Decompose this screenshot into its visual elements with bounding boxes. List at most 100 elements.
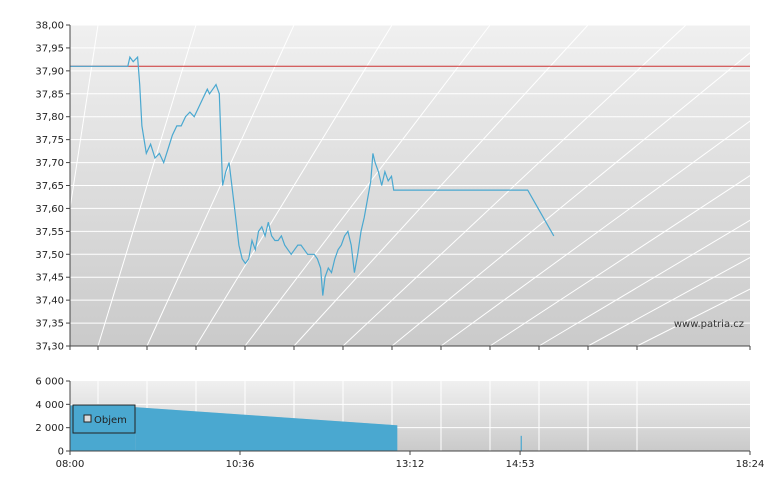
volume-bar [356, 422, 359, 451]
volume-bar [197, 411, 199, 451]
volume-bar [280, 417, 282, 451]
volume-bar [314, 419, 316, 451]
volume-bar [188, 410, 191, 451]
volume-bar [302, 418, 304, 451]
x-tick-label: 10:36 [226, 459, 255, 470]
volume-bar [374, 423, 376, 451]
volume-bar [359, 422, 362, 451]
volume-bar [379, 424, 381, 451]
volume-bar [233, 414, 235, 451]
x-tick-label: 08:00 [56, 459, 85, 470]
volume-bar [217, 412, 219, 451]
x-tick-label: 14:53 [506, 459, 535, 470]
volume-bar [269, 416, 271, 451]
volume-bar [309, 419, 312, 451]
volume-bar [235, 414, 238, 451]
volume-bar [281, 417, 283, 451]
price-y-tick-label: 37,95 [35, 43, 64, 54]
volume-bar [248, 415, 251, 451]
volume-bar [376, 423, 378, 451]
volume-bar [344, 421, 347, 451]
volume-bar [383, 424, 386, 451]
volume-chart: 6 000 4 000 2 000 0 Objem [35, 377, 750, 458]
volume-bar [341, 421, 343, 451]
volume-bar [237, 414, 240, 451]
volume-bar [183, 410, 185, 451]
volume-bar [244, 414, 246, 451]
price-y-tick-label: 37,70 [35, 158, 64, 169]
volume-bar [321, 420, 324, 451]
volume-bar [282, 417, 284, 451]
volume-y-tick-label: 2 000 [35, 423, 64, 434]
volume-bar [70, 405, 136, 451]
volume-bar [284, 417, 287, 451]
volume-bar [320, 420, 323, 451]
volume-bar [143, 407, 145, 451]
volume-bar [365, 423, 367, 451]
volume-bar [388, 424, 390, 451]
volume-bar [182, 410, 184, 451]
volume-bar [221, 413, 223, 451]
volume-bar [294, 418, 296, 451]
volume-bar [268, 416, 270, 451]
volume-bar [325, 420, 327, 451]
volume-bar [262, 416, 265, 451]
volume-bar [315, 419, 317, 451]
volume-bar [253, 415, 255, 451]
volume-bar [381, 424, 384, 451]
volume-bar [194, 411, 196, 451]
volume-bar [297, 418, 300, 451]
volume-bar [151, 408, 154, 451]
volume-bar [234, 414, 237, 451]
legend-frame [72, 404, 136, 434]
volume-bar [249, 415, 252, 451]
volume-bar [180, 410, 182, 451]
volume-bar [362, 422, 364, 451]
volume-bar [261, 415, 264, 451]
volume-bar [308, 419, 311, 451]
volume-bar [224, 413, 227, 451]
price-y-tick-label: 37,60 [35, 204, 64, 215]
volume-bar [286, 417, 289, 451]
volume-bar [338, 421, 340, 451]
volume-bar [161, 409, 164, 451]
volume-bar [316, 419, 318, 451]
volume-bar [271, 416, 274, 451]
volume-bar [209, 412, 211, 451]
watermark: www.patria.cz [674, 319, 744, 330]
volume-bar [375, 423, 377, 451]
price-y-tick-label: 37,85 [35, 89, 64, 100]
volume-bar [189, 411, 192, 451]
volume-bar [332, 420, 335, 451]
volume-bar [181, 410, 183, 451]
volume-bar [377, 423, 379, 451]
volume-bar [319, 419, 322, 451]
volume-bar [389, 424, 391, 451]
volume-bar [299, 418, 302, 451]
volume-bar [367, 423, 369, 451]
volume-bar [313, 419, 315, 451]
volume-bar [394, 425, 397, 451]
volume-bar [317, 419, 319, 451]
volume-bar [342, 421, 344, 451]
volume-bar [357, 422, 360, 451]
volume-bar [171, 409, 173, 451]
volume-bar [378, 424, 380, 451]
volume-bar [229, 413, 231, 451]
volume-bar [327, 420, 329, 451]
volume-bar [255, 415, 257, 451]
volume-bar [156, 408, 158, 451]
volume-bar [275, 416, 278, 451]
volume-bar [168, 409, 170, 451]
volume-bar [372, 423, 375, 451]
volume-bar [254, 415, 256, 451]
price-y-tick-label: 37,55 [35, 227, 64, 238]
volume-bar [149, 408, 152, 451]
volume-bar [219, 413, 221, 451]
volume-bar [174, 409, 177, 451]
volume-bar [263, 416, 266, 451]
volume-bar [226, 413, 229, 451]
volume-bar [354, 422, 356, 451]
volume-bar [292, 418, 294, 451]
